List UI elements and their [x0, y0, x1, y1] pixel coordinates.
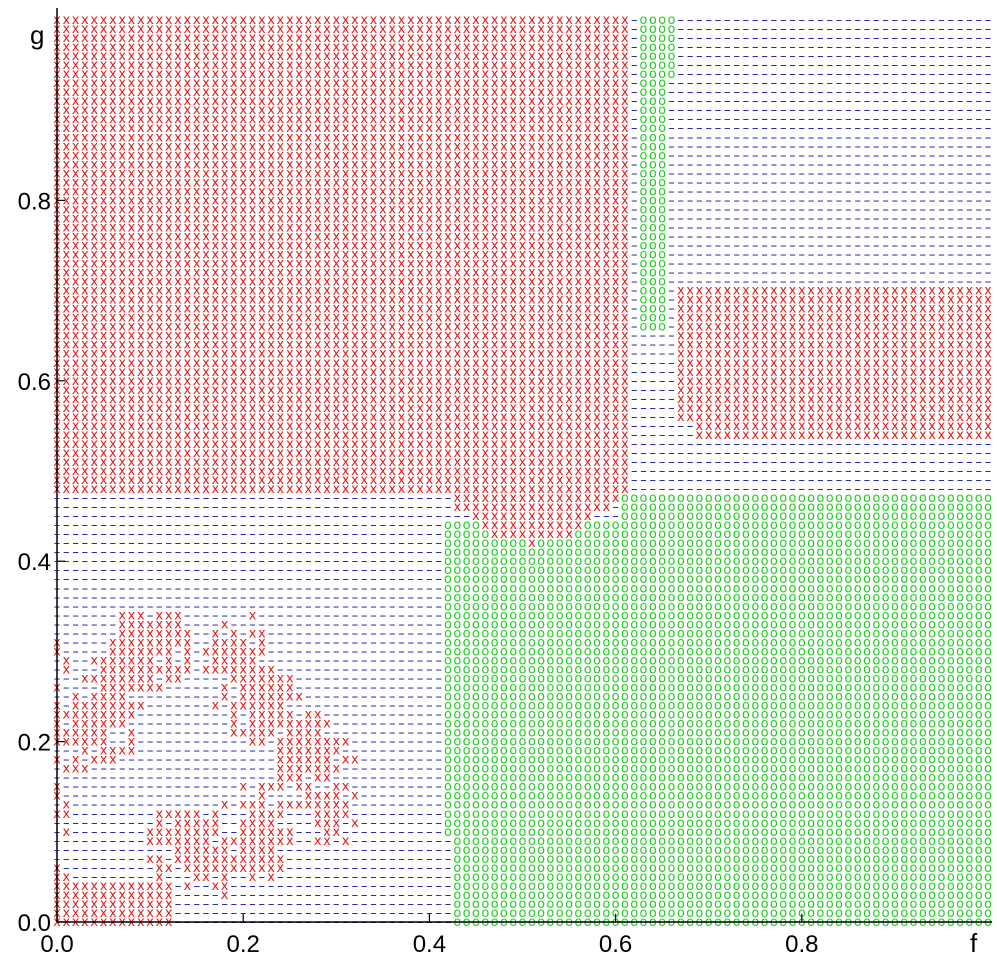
red-x-mark: x	[81, 13, 89, 28]
red-x-mark: x	[109, 13, 117, 28]
red-x-mark: x	[174, 13, 182, 28]
data-marks: xxxxxxx–––––x–xx––x–xxxxx–x–––xx––––––––…	[53, 13, 992, 930]
red-x-mark: x	[351, 13, 359, 28]
red-x-mark: x	[183, 13, 191, 28]
red-x-mark: x	[137, 13, 145, 28]
red-x-mark: x	[277, 13, 285, 28]
red-x-mark: x	[500, 13, 508, 28]
red-x-mark: x	[118, 13, 126, 28]
red-x-mark: x	[342, 13, 350, 28]
red-x-mark: x	[491, 13, 499, 28]
red-x-mark: x	[286, 13, 294, 28]
red-x-mark: x	[379, 13, 387, 28]
red-x-mark: x	[444, 13, 452, 28]
red-x-mark: x	[295, 13, 303, 28]
red-x-mark: x	[463, 13, 471, 28]
red-x-mark: x	[407, 13, 415, 28]
red-x-mark: x	[146, 13, 154, 28]
red-x-mark: x	[239, 13, 247, 28]
red-x-mark: x	[211, 13, 219, 28]
red-x-mark: x	[221, 13, 229, 28]
red-x-mark: x	[388, 13, 396, 28]
red-x-mark: x	[370, 13, 378, 28]
red-x-mark: x	[258, 13, 266, 28]
red-x-mark: x	[156, 13, 164, 28]
red-x-mark: x	[416, 13, 424, 28]
red-x-mark: x	[472, 13, 480, 28]
red-x-mark: x	[267, 13, 275, 28]
red-x-mark: x	[249, 13, 257, 28]
red-x-mark: x	[398, 13, 406, 28]
red-x-mark: x	[481, 13, 489, 28]
red-x-mark: x	[360, 13, 368, 28]
red-x-mark: x	[202, 13, 210, 28]
red-x-mark: x	[230, 13, 238, 28]
red-x-mark: x	[323, 13, 331, 28]
red-x-mark: x	[332, 13, 340, 28]
red-x-mark: x	[165, 13, 173, 28]
red-x-mark: x	[435, 13, 443, 28]
red-x-mark: x	[453, 13, 461, 28]
red-x-mark: x	[314, 13, 322, 28]
red-x-mark: x	[72, 13, 80, 28]
red-x-mark: x	[90, 13, 98, 28]
red-x-mark: x	[193, 13, 201, 28]
red-x-mark: x	[128, 13, 136, 28]
red-x-mark: x	[62, 13, 70, 28]
red-x-mark: x	[100, 13, 108, 28]
red-x-mark: x	[305, 13, 313, 28]
red-x-mark: x	[426, 13, 434, 28]
